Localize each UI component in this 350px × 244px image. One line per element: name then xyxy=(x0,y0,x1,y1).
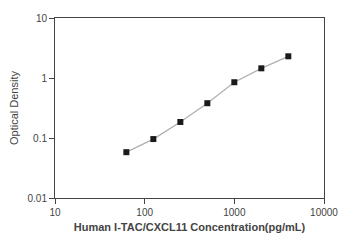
svg-text:1: 1 xyxy=(41,73,47,84)
svg-text:100: 100 xyxy=(136,207,153,218)
svg-text:0.1: 0.1 xyxy=(33,133,47,144)
svg-text:10: 10 xyxy=(49,207,61,218)
svg-text:10: 10 xyxy=(36,13,48,24)
svg-text:0.01: 0.01 xyxy=(28,193,48,204)
svg-text:1000: 1000 xyxy=(223,207,246,218)
svg-text:Optical Density: Optical Density xyxy=(8,71,20,145)
svg-text:10000: 10000 xyxy=(310,207,338,218)
svg-text:Human I-TAC/CXCL11 Concentrati: Human I-TAC/CXCL11 Concentration(pg/mL) xyxy=(74,221,306,233)
